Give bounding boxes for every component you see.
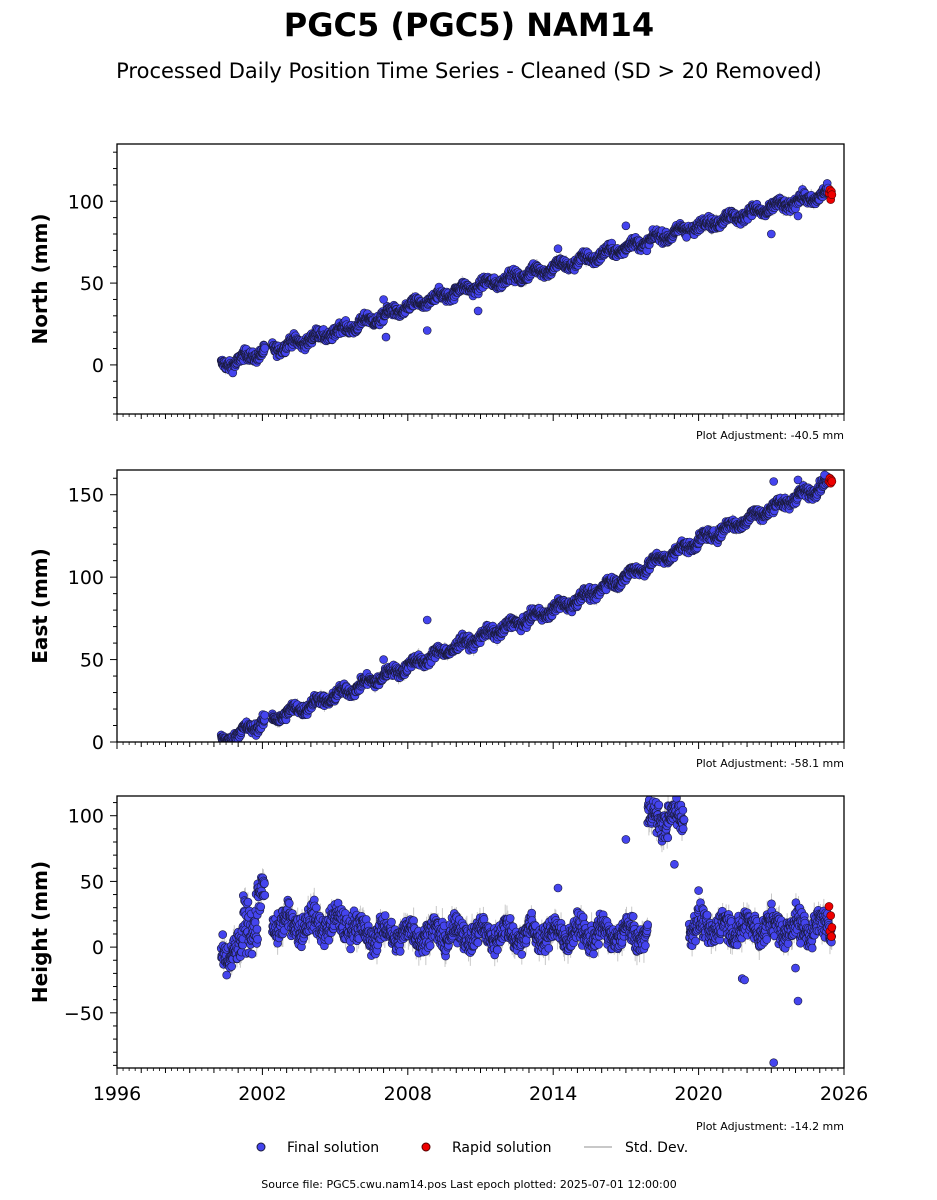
plot-adjustment-note: Plot Adjustment: -40.5 mm xyxy=(696,429,844,442)
final-point-outlier xyxy=(422,326,432,335)
panel-1: 0 50 100 North (mm) Plot Adjustment: -40.5 m… xyxy=(28,143,845,442)
final-point xyxy=(260,710,270,720)
y-axis-label: North (mm) xyxy=(28,213,52,344)
final-point xyxy=(260,343,270,353)
figure-subtitle: Processed Daily Position Time Series - C… xyxy=(116,59,822,83)
plot-area-2 xyxy=(216,470,837,742)
final-point-outlier xyxy=(793,211,803,221)
y-tick-label: 100 xyxy=(68,191,104,213)
y-tick-label: 0 xyxy=(92,355,104,377)
final-point-outlier xyxy=(473,306,483,316)
final-point-outlier xyxy=(682,233,691,242)
panels: 0 50 100 North (mm) Plot Adjustment: -40.5 m… xyxy=(28,143,868,1133)
final-point-outlier xyxy=(766,229,776,239)
rapid-point xyxy=(827,190,837,199)
plot-area-1 xyxy=(216,179,837,378)
final-point-outlier xyxy=(381,332,391,342)
figure-title: PGC5 (PGC5) NAM14 xyxy=(284,6,654,44)
final-point-outlier xyxy=(621,221,631,231)
final-point-outlier xyxy=(379,295,388,304)
y-tick-label: 50 xyxy=(80,273,104,295)
final-point-outlier xyxy=(553,244,563,253)
